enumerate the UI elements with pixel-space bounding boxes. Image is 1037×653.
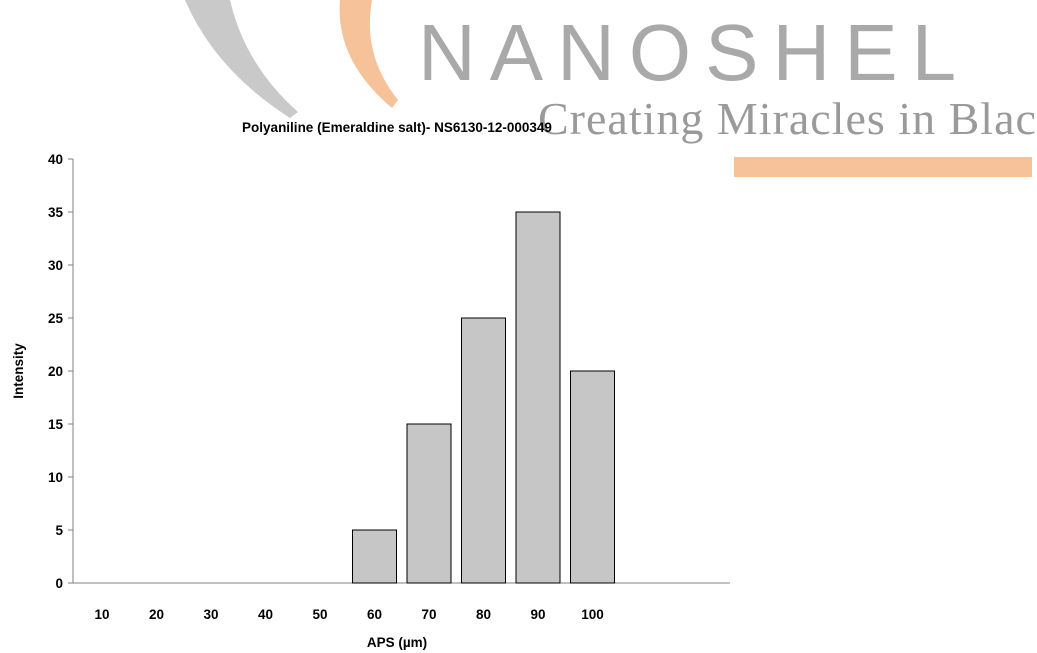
x-tick-label: 80: [476, 607, 491, 622]
y-tick-label: 10: [48, 470, 63, 485]
x-tick-label: 50: [312, 607, 327, 622]
logo-gray-swoosh: [185, 0, 298, 118]
x-tick-label: 70: [421, 607, 436, 622]
logo-orange-bar: [734, 157, 1032, 177]
logo-orange-swoosh: [339, 0, 398, 108]
logo-tagline: Creating Miracles in Black: [538, 93, 1037, 144]
bar-90: [515, 211, 561, 584]
x-tick-label: 60: [367, 607, 382, 622]
plot-area: 0 5 10 15 20 25 30 35 40 10 20 30 40 50 60 70 80 90 100: [48, 152, 730, 622]
y-axis-title: Intensity: [11, 343, 26, 399]
y-tick-label: 40: [48, 152, 63, 167]
x-tick-label: 30: [203, 607, 218, 622]
bar-60: [352, 529, 397, 584]
x-tick-label: 20: [149, 607, 164, 622]
bar-70: [406, 423, 452, 584]
y-tick-label: 5: [55, 523, 63, 538]
y-tick-label: 0: [55, 576, 63, 591]
bar-80: [461, 317, 506, 584]
chart-title: Polyaniline (Emeraldine salt)- NS6130-12…: [242, 120, 552, 135]
x-tick-label: 10: [94, 607, 109, 622]
y-tick-label: 20: [48, 364, 63, 379]
x-tick-label: 90: [530, 607, 545, 622]
y-tick-label: 25: [48, 311, 64, 326]
x-tick-label: 40: [258, 607, 273, 622]
logo-wordmark: NANOSHEL: [418, 8, 970, 97]
bar-100: [570, 370, 615, 584]
x-axis-title: APS (µm): [367, 635, 427, 650]
y-tick-label: 15: [48, 417, 64, 432]
nanoshel-logo: NANOSHEL Creating Miracles in Black: [185, 0, 1037, 177]
y-tick-label: 30: [48, 258, 63, 273]
x-tick-label: 100: [581, 607, 604, 622]
y-tick-label: 35: [48, 205, 64, 220]
